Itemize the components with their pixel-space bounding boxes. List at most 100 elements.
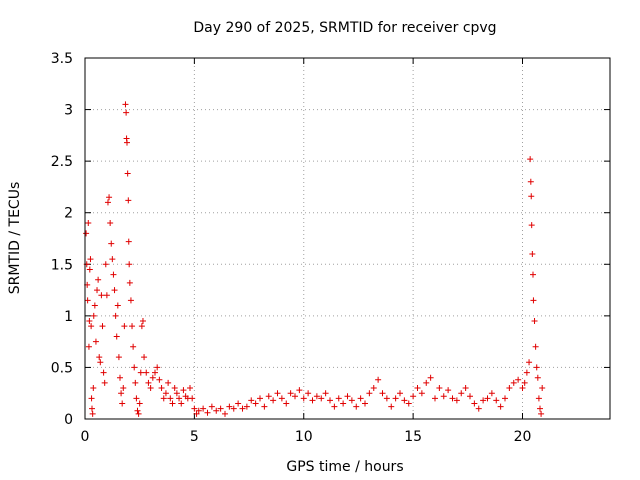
data-point <box>147 385 154 392</box>
y-tick-label: 2 <box>64 206 73 222</box>
data-point <box>83 230 90 237</box>
data-point <box>154 364 161 371</box>
y-tick-label: 3 <box>64 103 73 119</box>
data-point <box>362 400 368 407</box>
data-point <box>449 395 456 402</box>
data-point <box>366 390 373 397</box>
data-point <box>126 279 133 286</box>
data-point <box>305 390 312 397</box>
data-point <box>340 400 347 407</box>
data-point <box>118 390 125 397</box>
data-point <box>104 199 111 206</box>
data-point <box>200 405 207 412</box>
data-point <box>327 397 333 404</box>
data-point <box>488 390 495 397</box>
data-point <box>261 403 268 410</box>
data-point <box>160 395 167 402</box>
data-point <box>101 379 108 386</box>
data-point <box>313 393 320 400</box>
data-point <box>533 364 540 371</box>
data-point <box>296 387 303 394</box>
data-point <box>119 400 126 407</box>
data-point <box>265 393 272 400</box>
data-point <box>195 407 202 414</box>
data-point <box>126 261 133 268</box>
data-point <box>162 390 169 397</box>
data-point <box>88 323 95 330</box>
data-point <box>405 400 412 407</box>
data-point <box>383 395 390 402</box>
data-point <box>497 403 504 410</box>
y-tick-label: 1 <box>64 309 73 325</box>
data-point <box>480 397 487 404</box>
data-point <box>85 220 92 227</box>
data-point <box>388 403 395 410</box>
data-point <box>392 395 399 402</box>
data-point <box>176 395 183 402</box>
data-point <box>283 400 290 407</box>
data-point <box>113 333 120 340</box>
data-point <box>274 390 281 397</box>
data-point <box>89 405 95 412</box>
x-axis-label: GPS time / hours <box>286 459 403 475</box>
data-point <box>180 387 187 394</box>
data-point <box>287 390 294 397</box>
data-point <box>108 240 115 247</box>
data-point <box>117 374 123 381</box>
data-points <box>83 101 546 417</box>
data-point <box>145 379 152 386</box>
data-point <box>526 359 533 366</box>
data-point <box>527 178 534 185</box>
data-point <box>149 374 156 381</box>
data-point <box>528 193 535 200</box>
data-point <box>91 302 98 309</box>
data-point <box>375 376 382 383</box>
data-point <box>123 109 130 116</box>
x-tick-label: 0 <box>81 429 90 445</box>
data-point <box>528 222 535 229</box>
data-point <box>109 256 116 263</box>
data-point <box>187 385 193 392</box>
data-point <box>527 156 534 163</box>
data-point <box>86 266 93 273</box>
data-point <box>414 385 421 392</box>
data-point <box>122 101 129 108</box>
data-point <box>458 390 465 397</box>
data-point <box>103 292 110 299</box>
data-point <box>467 393 473 400</box>
data-point <box>134 407 141 414</box>
data-point <box>243 403 250 410</box>
data-point <box>139 318 146 325</box>
data-point <box>124 139 130 146</box>
data-point <box>130 343 137 350</box>
data-point <box>230 405 237 412</box>
y-axis-label: SRMTID / TECUs <box>7 182 23 295</box>
data-point <box>125 238 132 245</box>
data-point <box>88 395 95 402</box>
data-point <box>135 410 142 417</box>
axis-ticks: 0 5 10 15 20 0 0.5 1 1.5 2 2.5 3 3.5 <box>51 51 610 445</box>
data-point <box>440 393 447 400</box>
data-point <box>418 390 425 397</box>
data-point <box>99 323 106 330</box>
data-point <box>252 400 259 407</box>
data-point <box>97 359 104 366</box>
data-point <box>107 220 114 227</box>
data-point <box>100 369 107 376</box>
x-tick-label: 20 <box>514 429 532 445</box>
data-point <box>453 397 460 404</box>
y-tick-label: 3.5 <box>51 51 73 67</box>
x-tick-label: 5 <box>190 429 199 445</box>
data-point <box>532 343 539 350</box>
data-point <box>189 395 196 402</box>
data-point <box>370 385 377 392</box>
y-tick-label: 0 <box>64 412 73 428</box>
data-point <box>309 397 316 404</box>
data-point <box>102 261 109 268</box>
data-point <box>510 379 517 386</box>
data-point <box>84 297 91 304</box>
data-point <box>270 397 277 404</box>
data-point <box>121 323 128 330</box>
data-point <box>158 385 165 392</box>
data-point <box>178 400 185 407</box>
